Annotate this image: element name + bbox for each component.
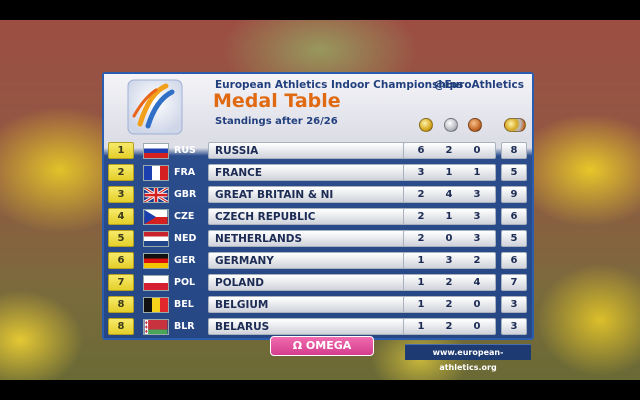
omega-sponsor-logo: Ω OMEGA xyxy=(270,336,374,356)
country-code: CZE xyxy=(174,211,195,222)
social-handle: @EuroAthletics xyxy=(434,79,524,91)
championship-name: European Athletics Indoor Championships xyxy=(215,79,464,91)
video-frame: European Athletics Indoor Championships … xyxy=(0,20,640,380)
medal-counts: 1 2 0 xyxy=(403,318,496,335)
silver-count: 2 xyxy=(445,299,453,310)
bronze-count: 0 xyxy=(473,299,481,310)
rank-badge: 5 xyxy=(108,230,134,247)
table-header: European Athletics Indoor Championships … xyxy=(104,74,532,140)
great-britain-flag-icon xyxy=(143,187,169,203)
gold-count: 2 xyxy=(417,189,425,200)
rank-badge: 7 xyxy=(108,274,134,291)
silver-count: 2 xyxy=(445,145,453,156)
rank-badge: 4 xyxy=(108,208,134,225)
medal-counts: 1 3 2 xyxy=(403,252,496,269)
total-count: 5 xyxy=(501,164,527,181)
table-row: 5 NED NETHERLANDS 2 0 3 5 xyxy=(104,228,532,250)
czech-flag-icon xyxy=(143,209,169,225)
belarus-flag-icon xyxy=(143,319,169,335)
table-row: 4 CZE CZECH REPUBLIC 2 1 3 6 xyxy=(104,206,532,228)
silver-count: 2 xyxy=(445,321,453,332)
silver-count: 1 xyxy=(445,211,453,222)
rank-badge: 1 xyxy=(108,142,134,159)
website-link: www.european-athletics.org xyxy=(405,344,531,372)
medal-counts: 6 2 0 xyxy=(403,142,496,159)
netherlands-flag-icon xyxy=(143,231,169,247)
gold-count: 3 xyxy=(417,167,425,178)
medal-counts: 3 1 1 xyxy=(403,164,496,181)
standings-subtitle: Standings after 26/26 xyxy=(215,116,338,127)
total-count: 8 xyxy=(501,142,527,159)
gold-count: 2 xyxy=(417,211,425,222)
table-row: 3 GBR GREAT BRITAIN & NI 2 4 3 9 xyxy=(104,184,532,206)
medal-counts: 1 2 0 xyxy=(403,296,496,313)
gold-count: 1 xyxy=(417,321,425,332)
bronze-count: 3 xyxy=(473,233,481,244)
germany-flag-icon xyxy=(143,253,169,269)
gold-count: 1 xyxy=(417,255,425,266)
rank-badge: 8 xyxy=(108,296,134,313)
silver-count: 2 xyxy=(445,277,453,288)
rank-badge: 3 xyxy=(108,186,134,203)
gold-count: 2 xyxy=(417,233,425,244)
total-count: 9 xyxy=(501,186,527,203)
bronze-count: 4 xyxy=(473,277,481,288)
rank-badge: 2 xyxy=(108,164,134,181)
silver-count: 4 xyxy=(445,189,453,200)
country-code: RUS xyxy=(174,145,196,156)
table-row: 2 FRA FRANCE 3 1 1 5 xyxy=(104,162,532,184)
silver-count: 1 xyxy=(445,167,453,178)
medal-counts: 2 1 3 xyxy=(403,208,496,225)
gold-count: 1 xyxy=(417,277,425,288)
country-code: POL xyxy=(174,277,196,288)
bronze-count: 3 xyxy=(473,211,481,222)
total-count: 3 xyxy=(501,296,527,313)
country-code: GER xyxy=(174,255,196,266)
total-count: 6 xyxy=(501,252,527,269)
total-medals-icon xyxy=(504,118,526,132)
bronze-count: 1 xyxy=(473,167,481,178)
total-count: 7 xyxy=(501,274,527,291)
page-title: Medal Table xyxy=(213,90,341,112)
france-flag-icon xyxy=(143,165,169,181)
total-count: 3 xyxy=(501,318,527,335)
country-code: NED xyxy=(174,233,197,244)
bronze-count: 0 xyxy=(473,145,481,156)
table-row: 6 GER GERMANY 1 3 2 6 xyxy=(104,250,532,272)
bronze-medal-icon xyxy=(468,118,482,132)
poland-flag-icon xyxy=(143,275,169,291)
rank-badge: 6 xyxy=(108,252,134,269)
country-code: BLR xyxy=(174,321,195,332)
table-row: 8 BEL BELGIUM 1 2 0 3 xyxy=(104,294,532,316)
country-code: GBR xyxy=(174,189,197,200)
medal-counts: 2 0 3 xyxy=(403,230,496,247)
table-row: 8 BLR BELARUS 1 2 0 3 xyxy=(104,316,532,338)
european-athletics-logo-icon xyxy=(127,79,183,135)
table-row: 7 POL POLAND 1 2 4 7 xyxy=(104,272,532,294)
rank-badge: 8 xyxy=(108,318,134,335)
medal-counts: 1 2 4 xyxy=(403,274,496,291)
bronze-count: 2 xyxy=(473,255,481,266)
total-count: 5 xyxy=(501,230,527,247)
table-row: 1 RUS RUSSIA 6 2 0 8 xyxy=(104,140,532,162)
silver-count: 3 xyxy=(445,255,453,266)
russia-flag-icon xyxy=(143,143,169,159)
bronze-count: 3 xyxy=(473,189,481,200)
gold-count: 6 xyxy=(417,145,425,156)
silver-count: 0 xyxy=(445,233,453,244)
medal-counts: 2 4 3 xyxy=(403,186,496,203)
country-code: FRA xyxy=(174,167,196,178)
gold-count: 1 xyxy=(417,299,425,310)
total-count: 6 xyxy=(501,208,527,225)
country-code: BEL xyxy=(174,299,194,310)
bronze-count: 0 xyxy=(473,321,481,332)
belgium-flag-icon xyxy=(143,297,169,313)
silver-medal-icon xyxy=(444,118,458,132)
medal-table-panel: European Athletics Indoor Championships … xyxy=(102,72,534,372)
gold-medal-icon xyxy=(419,118,433,132)
